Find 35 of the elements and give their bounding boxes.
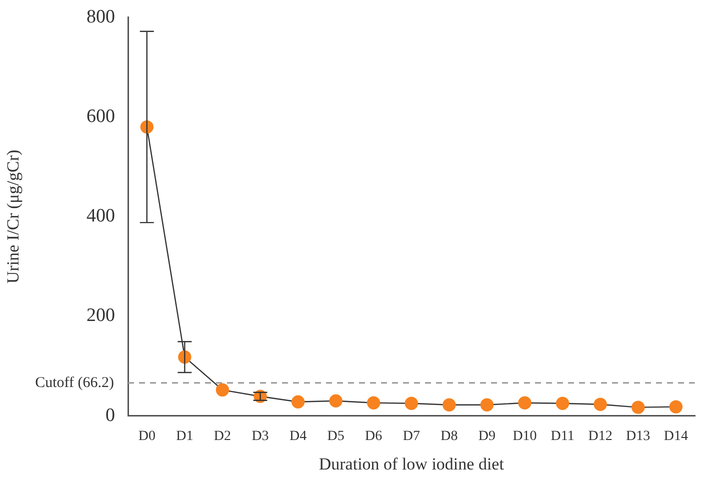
point [442,398,456,412]
y-tick-label: 0 [106,404,115,426]
x-tick-label: D5 [327,428,344,444]
x-tick-label: D13 [626,428,650,444]
point [518,396,532,410]
x-tick-label: D4 [289,428,307,444]
x-tick-label: D11 [550,428,574,444]
y-axis-title: Urine I/Cr (μg/gCr) [4,150,23,284]
point [329,394,342,408]
point [594,398,607,411]
ref-line-label: Cutoff (66.2) [35,374,114,391]
x-tick-label: D7 [402,428,420,444]
y-tick-label: 600 [86,106,115,127]
x-tick-label: D10 [512,428,537,444]
x-tick-label: D9 [478,428,496,444]
x-tick-label: D14 [664,428,688,444]
x-tick-label: D3 [252,428,269,444]
x-tick-label: D0 [138,428,156,444]
y-tick-label: 400 [86,206,115,227]
y-tick-label: 800 [86,6,115,28]
point [480,398,494,412]
point [632,400,645,414]
point [216,383,230,397]
point [404,396,418,410]
x-tick-label: D12 [588,428,612,444]
x-tick-label: D8 [440,428,458,444]
x-axis-title: Duration of low iodine diet [318,454,504,474]
x-tick-label: D1 [176,428,194,444]
point [367,396,380,410]
point [291,395,305,408]
x-tick-label: D6 [365,428,382,444]
y-tick-label: 200 [86,305,115,326]
x-tick-label: D2 [214,428,232,444]
point [556,396,570,410]
point [669,400,683,414]
